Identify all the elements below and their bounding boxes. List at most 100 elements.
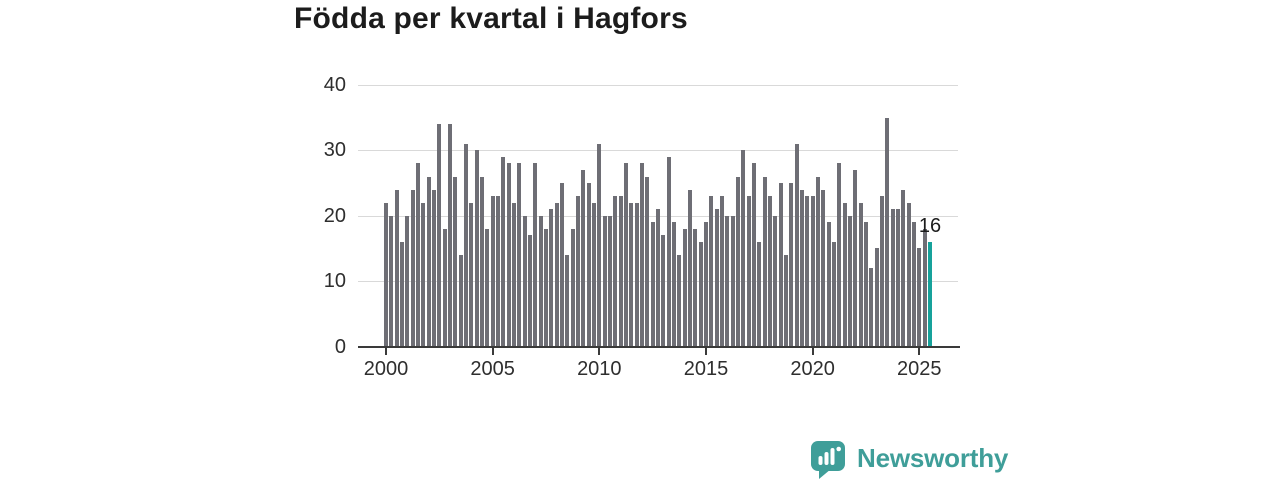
bar [805, 196, 810, 347]
bar [448, 124, 452, 347]
bar [597, 143, 602, 347]
bar [906, 202, 911, 347]
x-axis-tick [491, 348, 494, 355]
bar [735, 176, 740, 347]
bar [666, 156, 671, 347]
bar [751, 163, 756, 347]
bar [437, 124, 442, 347]
bar [783, 254, 788, 347]
bar [725, 215, 730, 347]
bar [490, 196, 495, 347]
bar [432, 189, 436, 347]
gridline-y-40 [358, 85, 958, 86]
bar [485, 228, 490, 347]
bar [458, 254, 463, 347]
bar [511, 202, 516, 347]
bar [842, 202, 847, 347]
bar [698, 241, 703, 347]
bar [527, 235, 532, 347]
bar [538, 215, 543, 347]
bar [623, 163, 628, 347]
bar [442, 228, 447, 347]
bar [543, 228, 548, 347]
bar [426, 176, 431, 347]
bar [570, 228, 575, 347]
bar [522, 215, 527, 347]
x-axis-tick-label: 2010 [577, 357, 622, 380]
bar [874, 248, 879, 347]
x-axis-tick [704, 348, 707, 355]
y-axis-tick-label: 30 [323, 139, 346, 162]
bar [863, 222, 868, 347]
bar [495, 196, 500, 347]
x-axis-tick [811, 348, 814, 355]
y-axis-tick-label: 10 [323, 270, 346, 293]
bar [565, 254, 570, 347]
x-axis-tick-label: 2005 [470, 357, 515, 380]
last-bar-value-label: 16 [918, 214, 942, 237]
chart-title: Födda per kvartal i Hagfors [294, 2, 688, 35]
y-axis-tick-label: 40 [323, 74, 346, 96]
bar [661, 235, 666, 347]
gridline-y-30 [358, 150, 958, 152]
x-axis-line [358, 345, 960, 348]
bar [421, 202, 426, 347]
bar [869, 268, 874, 347]
y-axis-tick-label: 20 [323, 204, 346, 227]
bar [815, 176, 820, 347]
bar [709, 196, 714, 347]
bar [757, 241, 762, 347]
bar [650, 222, 655, 347]
bar [837, 163, 842, 347]
bar [410, 189, 415, 347]
newsworthy-branding: Newsworthy [810, 440, 1008, 480]
bar [655, 209, 660, 347]
bar [703, 222, 708, 347]
bar [853, 169, 858, 347]
bar [506, 163, 511, 347]
bar [879, 196, 884, 347]
bar [885, 117, 890, 347]
bar [405, 215, 410, 347]
bar [821, 189, 826, 347]
y-axis-tick-label: 0 [334, 335, 346, 358]
bar [778, 183, 783, 347]
bar [389, 215, 394, 347]
bar [464, 143, 468, 347]
bar [901, 189, 906, 347]
bar [416, 163, 420, 347]
bar [671, 222, 676, 347]
bar [693, 228, 698, 347]
x-axis-tick-label: 2025 [897, 357, 942, 380]
bar [826, 222, 831, 347]
bar [639, 163, 644, 347]
bar [794, 143, 799, 347]
bar [789, 183, 794, 347]
bar [858, 202, 863, 347]
bar [549, 209, 554, 347]
bar [469, 202, 474, 347]
x-axis-tick [598, 348, 601, 355]
bar [554, 202, 559, 347]
newsworthy-chart-bubble-icon [811, 441, 845, 479]
x-axis-tick-label: 2020 [790, 357, 835, 380]
bar [384, 202, 388, 347]
bar [922, 228, 927, 347]
brand-name: Newsworthy [857, 442, 1009, 473]
bar [400, 241, 404, 347]
bar [613, 196, 618, 347]
bar [645, 176, 650, 347]
bar [719, 196, 724, 347]
bar [917, 248, 922, 347]
x-axis-tick-label: 2015 [683, 357, 729, 380]
bar [453, 176, 458, 347]
bar [581, 169, 586, 347]
bar [773, 215, 778, 347]
bar [533, 163, 538, 347]
bar [762, 176, 767, 347]
bar [847, 215, 852, 347]
bar [746, 196, 751, 347]
bar [714, 209, 719, 347]
bar [767, 196, 772, 347]
